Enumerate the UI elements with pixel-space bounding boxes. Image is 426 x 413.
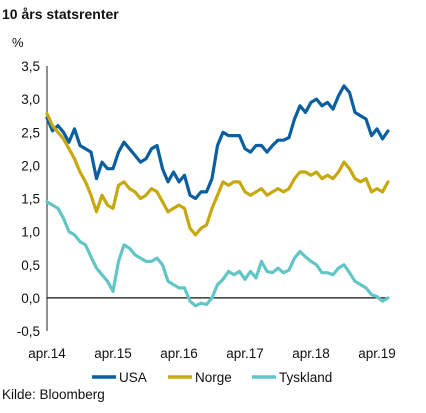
x-tick-label: apr.19 <box>358 346 396 361</box>
y-tick-label: 1,0 <box>21 225 40 240</box>
y-tick-label: 2,5 <box>21 125 40 140</box>
series-lines <box>45 84 390 308</box>
y-axis-ticks: 3,5 3,0 2,5 2,0 1,5 1,0 0,5 0,0 -0,5 <box>17 59 40 339</box>
axes <box>46 66 388 331</box>
legend-label-norge: Norge <box>195 370 232 385</box>
y-tick-label: 1,5 <box>21 192 40 207</box>
y-tick-label: 3,5 <box>21 59 40 74</box>
x-tick-label: apr.16 <box>160 346 198 361</box>
y-tick-label: 0,0 <box>21 291 40 306</box>
source-note: Kilde: Bloomberg <box>2 387 105 402</box>
x-tick-label: apr.18 <box>292 346 330 361</box>
x-tick-label: apr.15 <box>94 346 132 361</box>
x-tick-label: apr.14 <box>28 346 66 361</box>
series-line-norge <box>45 112 390 237</box>
chart-title: 10 års statsrenter <box>2 6 119 22</box>
legend-label-tyskland: Tyskland <box>279 370 332 385</box>
legend-label-usa: USA <box>119 370 147 385</box>
y-tick-label: -0,5 <box>17 324 40 339</box>
y-tick-label: 0,5 <box>21 258 40 273</box>
x-tick-label: apr.17 <box>226 346 264 361</box>
series-line-usa <box>45 84 390 201</box>
series-line-tyskland <box>45 200 390 308</box>
legend: USA Norge Tyskland <box>92 370 332 385</box>
y-tick-label: 3,0 <box>21 92 40 107</box>
y-tick-label: 2,0 <box>21 158 40 173</box>
x-axis-ticks: apr.14 apr.15 apr.16 apr.17 apr.18 apr.19 <box>28 346 396 361</box>
y-unit-label: % <box>12 35 24 50</box>
